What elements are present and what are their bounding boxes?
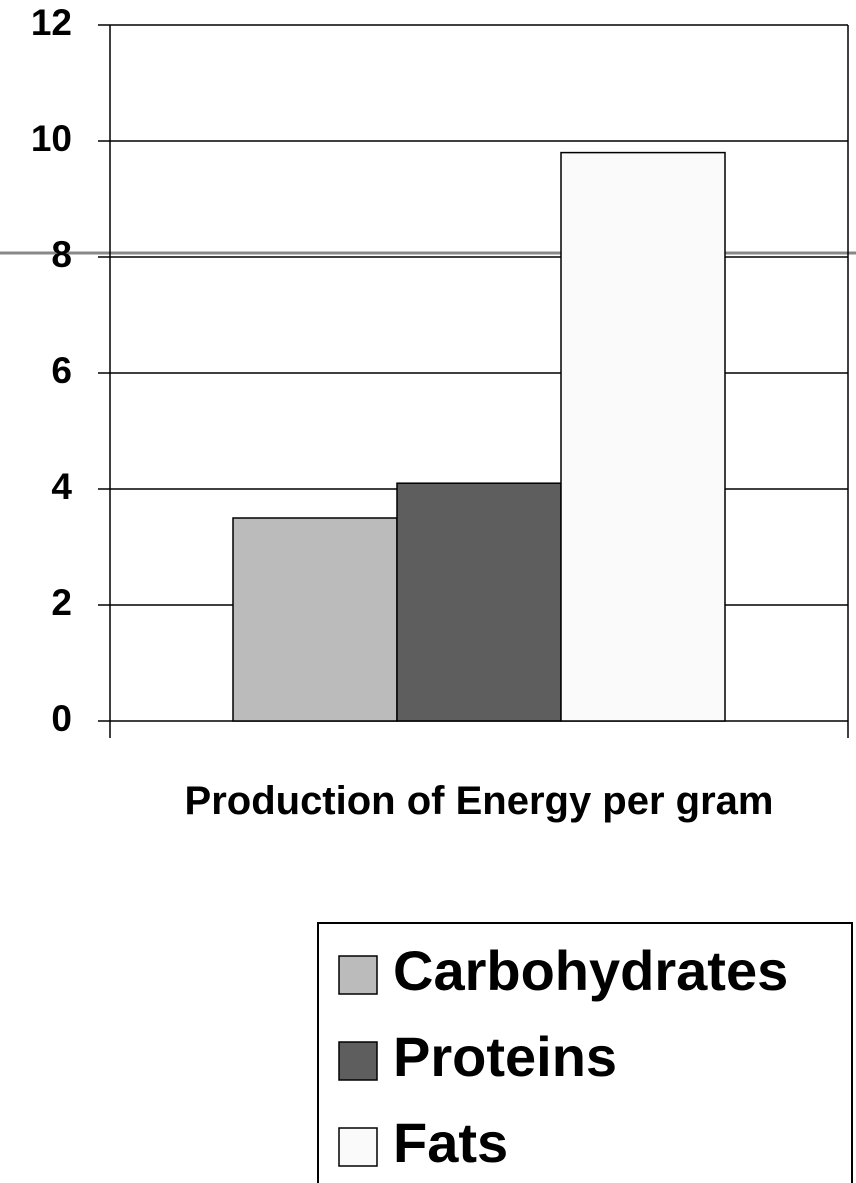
y-tick-label: 6 [51,350,72,391]
legend-label: Fats [393,1111,508,1174]
y-tick-label: 4 [51,466,72,507]
y-tick-label: 2 [51,582,72,623]
bar [396,482,562,722]
y-tick-label: 8 [51,234,72,275]
legend-box [317,922,853,1183]
legend-label: Carbohydrates [393,939,788,1002]
legend-swatch [338,955,378,995]
y-tick-label: 12 [31,2,72,43]
x-axis-title: Production of Energy per gram [184,779,774,823]
y-tick-label: 10 [31,118,72,159]
bar [232,517,398,722]
legend-swatch [338,1127,378,1167]
legend-label: Proteins [393,1025,617,1088]
y-tick-label: 0 [51,698,72,739]
legend-swatch [338,1041,378,1081]
bar [560,151,726,722]
